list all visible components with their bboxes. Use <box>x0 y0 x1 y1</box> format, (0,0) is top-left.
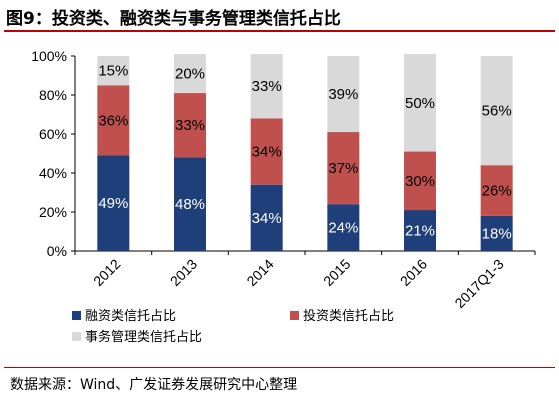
x-tick-label: 2017Q1-3 <box>451 256 506 311</box>
bar-segment <box>250 54 283 119</box>
bar-segment <box>404 151 436 211</box>
data-label: 33% <box>175 117 205 134</box>
bar-segment <box>480 165 513 216</box>
data-label: 50% <box>405 95 435 112</box>
data-label: 21% <box>405 223 435 240</box>
bar-segment <box>97 85 130 156</box>
bar-segment <box>480 56 513 166</box>
x-tick-label: 2012 <box>90 256 123 289</box>
bar-segment <box>327 132 360 205</box>
legend-label: 事务管理类信托占比 <box>85 329 202 345</box>
data-label: 37% <box>328 160 358 177</box>
legend-swatch <box>72 311 81 320</box>
source-note: 数据来源：Wind、广发证券发展研究中心整理 <box>10 377 298 393</box>
bar-segment <box>404 210 436 251</box>
bar-segment <box>480 215 513 251</box>
y-tick-label: 60% <box>39 126 67 142</box>
data-label: 33% <box>252 78 282 95</box>
bar-segment <box>250 184 283 251</box>
data-label: 56% <box>482 103 512 120</box>
bar-segment <box>174 54 206 94</box>
y-tick-label: 20% <box>39 204 67 220</box>
y-tick-label: 0% <box>47 243 67 259</box>
data-label: 34% <box>252 210 282 227</box>
data-label: 18% <box>482 225 512 242</box>
data-label: 26% <box>482 183 512 200</box>
x-tick-label: 2015 <box>320 256 353 289</box>
y-tick-label: 40% <box>39 165 67 181</box>
bar-segment <box>174 157 206 251</box>
data-label: 39% <box>328 86 358 103</box>
data-label: 20% <box>175 66 205 83</box>
bar-segment <box>250 118 283 185</box>
bar-segment <box>327 56 360 133</box>
bar-segment <box>404 54 436 152</box>
chart-title: 图9：投资类、融资类与事务管理类信托占比 <box>6 9 341 29</box>
data-label: 49% <box>98 195 128 212</box>
x-tick-label: 2016 <box>397 256 430 289</box>
x-tick-label: 2014 <box>243 256 276 289</box>
data-label: 24% <box>328 220 358 237</box>
bar-segment <box>174 93 206 158</box>
data-label: 48% <box>175 196 205 213</box>
data-label: 34% <box>252 144 282 161</box>
source-divider <box>4 367 555 368</box>
legend-swatch <box>72 332 81 341</box>
bar-segment <box>97 155 130 251</box>
x-tick-label: 2013 <box>167 256 200 289</box>
data-label: 15% <box>98 63 128 80</box>
legend-swatch <box>290 311 299 320</box>
legend-label: 投资类信托占比 <box>303 308 394 324</box>
y-tick-label: 100% <box>31 48 67 64</box>
stacked-bar-chart: 0% 20% 40% 60% 80% 100% 49% 36% 15% 2012 48% 33% 20%… <box>31 48 536 345</box>
y-tick-label: 80% <box>39 87 67 103</box>
title-divider <box>4 30 555 32</box>
bar-segment <box>327 204 360 251</box>
data-label: 30% <box>405 173 435 190</box>
legend-label: 融资类信托占比 <box>85 309 176 324</box>
data-label: 36% <box>98 112 128 129</box>
bar-segment <box>97 56 130 86</box>
